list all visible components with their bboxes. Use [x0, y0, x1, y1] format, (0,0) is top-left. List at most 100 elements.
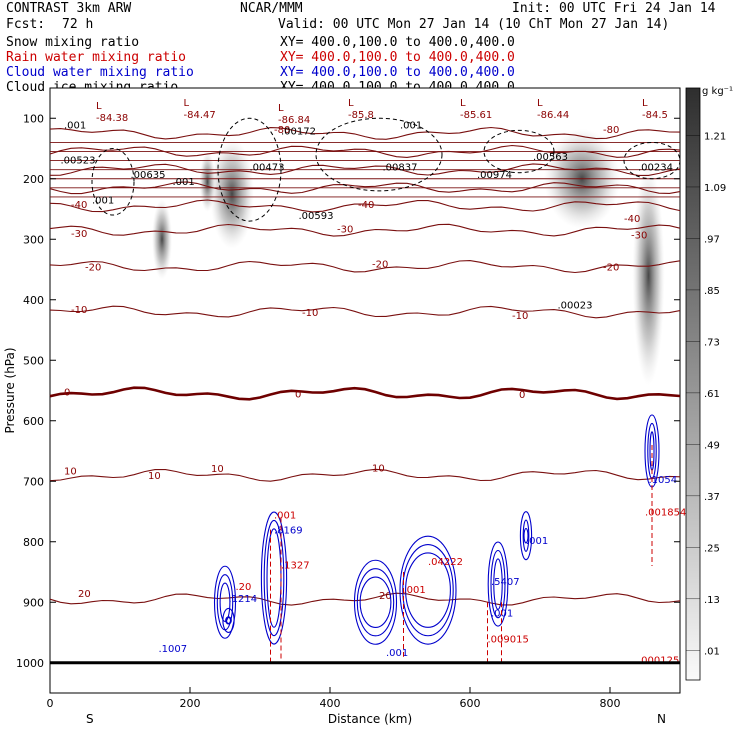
- temperature-contour-line: [49, 223, 681, 237]
- colorbar-unit-label: g kg⁻¹: [702, 86, 733, 97]
- low-marker: L: [642, 98, 648, 109]
- snow-ice-value-label: .00837: [383, 163, 418, 174]
- temperature-contour-label: 20: [379, 591, 392, 602]
- temperature-contour-label: -10: [71, 305, 87, 316]
- snow-ice-value-label: .001: [92, 195, 114, 206]
- snow-ice-value-label: .00234: [638, 163, 673, 174]
- temperature-contour-label: -20: [603, 262, 619, 273]
- cloud-water-value-label: .1054: [649, 475, 678, 486]
- y-tick-label: 700: [23, 475, 44, 488]
- rain-water-value-label: .1327: [281, 561, 310, 572]
- snow-ice-value-label: .00023: [558, 301, 593, 312]
- rain-water-contours: .001 .1327 .20 .04222 .001 .009015 .001854 .000…: [236, 444, 686, 667]
- low-marker: L: [537, 98, 543, 109]
- temperature-contour-label: -30: [71, 229, 87, 240]
- cloud-water-contour: [490, 549, 506, 619]
- rain-water-value-label: .001: [274, 511, 296, 522]
- cloud-water-contour: [519, 511, 533, 561]
- x-tick-label: 400: [320, 697, 341, 710]
- x-tick-label: 200: [180, 697, 201, 710]
- org-label: NCAR/MMM: [240, 1, 303, 16]
- colorbar-level-label: .49: [704, 440, 720, 451]
- minimum-value-label: -84.5: [642, 110, 668, 121]
- cloud-ice-contour: [91, 148, 135, 216]
- temperature-contour-label: -40: [624, 214, 640, 225]
- temperature-contour-label: -80: [603, 125, 619, 136]
- y-tick-label: 400: [23, 294, 44, 307]
- x-tick-label: 0: [47, 697, 54, 710]
- colorbar-level-label: .01: [704, 646, 720, 657]
- colorbar-level-label: .97: [704, 234, 720, 245]
- low-marker: L: [184, 98, 190, 109]
- temperature-contour-line: [49, 305, 681, 319]
- y-tick-label: 100: [23, 112, 44, 125]
- cloud-water-contour: [359, 576, 392, 628]
- snow-ice-value-label: .00635: [131, 170, 166, 181]
- cloud-water-contour: [356, 568, 395, 637]
- cloud-water-contour: [263, 519, 285, 637]
- minimum-value-label: -84.38: [96, 113, 128, 124]
- colorbar-level-label: .13: [704, 595, 720, 606]
- temperature-contour-label: -20: [85, 262, 101, 273]
- y-tick-label: 200: [23, 173, 44, 186]
- cloud-water-value-label: .1214: [229, 594, 258, 605]
- field-name-snow: Snow mixing ratio: [6, 35, 140, 50]
- y-tick-label: 600: [23, 415, 44, 428]
- temperature-contour-label: -80: [274, 125, 290, 136]
- rain-water-value-label: .001854: [645, 508, 686, 519]
- cloud-water-contour: [523, 527, 529, 544]
- x-tick-label: 600: [460, 697, 481, 710]
- cloud-ice-contour: [217, 117, 282, 222]
- temperature-contour-label: 10: [211, 464, 224, 475]
- field-xy-cloud-water: XY= 400.0,100.0 to 400.0,400.0: [280, 65, 515, 80]
- temperature-contour-line: [49, 126, 681, 140]
- snow-shade-blob: [632, 165, 665, 386]
- cloud-ice-contour: [315, 117, 443, 192]
- field-name-cloud-water: Cloud water mixing ratio: [6, 65, 194, 80]
- temperature-contour-line: [49, 592, 681, 606]
- snow-shade-blob: [152, 199, 172, 280]
- rain-water-value-label: .000125: [638, 656, 679, 667]
- low-marker: L: [348, 98, 354, 109]
- temperature-contour-label: 10: [64, 466, 77, 477]
- cloud-water-value-label: .001: [491, 609, 513, 620]
- temperature-contour-line: [49, 199, 681, 213]
- cloud-water-contours: .8169 .1214 .1007 .5407 .001 .001 .001 .1054: [159, 414, 678, 659]
- temperature-contour-label: -40: [358, 200, 374, 211]
- cloud-water-value-label: .5407: [491, 577, 520, 588]
- snow-ice-value-label: .00593: [299, 211, 334, 222]
- temperature-contour-label: 10: [372, 463, 385, 474]
- temperature-contour-line: [49, 468, 681, 482]
- temperature-contour-label: 10: [148, 471, 161, 482]
- temperature-contour-label: -10: [512, 311, 528, 322]
- snow-shade-blob: [210, 138, 254, 249]
- cloud-water-contour: [402, 544, 454, 637]
- cloud-water-contour: [225, 616, 232, 625]
- snow-ice-value-label: .00974: [477, 170, 512, 181]
- temperature-contour-label: 20: [78, 589, 91, 600]
- temperature-contour-line: [49, 386, 681, 401]
- temperature-contour-line: [49, 260, 681, 274]
- rain-water-value-label: .20: [236, 582, 252, 593]
- cloud-water-contour: [493, 558, 503, 610]
- low-marker: L: [96, 101, 102, 112]
- rain-water-value-label: .001: [404, 585, 426, 596]
- init-time: Init: 00 UTC Fri 24 Jan 14: [512, 1, 716, 16]
- cloud-water-value-label: .001: [526, 536, 548, 547]
- snow-ice-value-label: .00172: [281, 126, 316, 137]
- snow-ice-value-label: .001: [173, 177, 195, 188]
- y-tick-label: 300: [23, 233, 44, 246]
- cloud-water-contour: [222, 607, 235, 633]
- y-tick-label: 1000: [16, 657, 44, 670]
- minimum-value-label: -86.84: [278, 115, 310, 126]
- cloud-water-contour: [219, 582, 231, 622]
- cloud-water-contour: [522, 519, 530, 552]
- cloud-ice-contours: .001 .00172 .001 .00523 .00635 .001 .00473 .008…: [61, 117, 681, 312]
- temperature-contour-label: -10: [302, 308, 318, 319]
- forecast-hour: 72 h: [62, 17, 94, 32]
- temperature-contour-label: 0: [64, 388, 70, 399]
- snow-ice-value-label: .00473: [250, 163, 285, 174]
- field-name-rain: Rain water mixing ratio: [6, 50, 187, 65]
- snow-ice-value-label: .001: [64, 120, 86, 131]
